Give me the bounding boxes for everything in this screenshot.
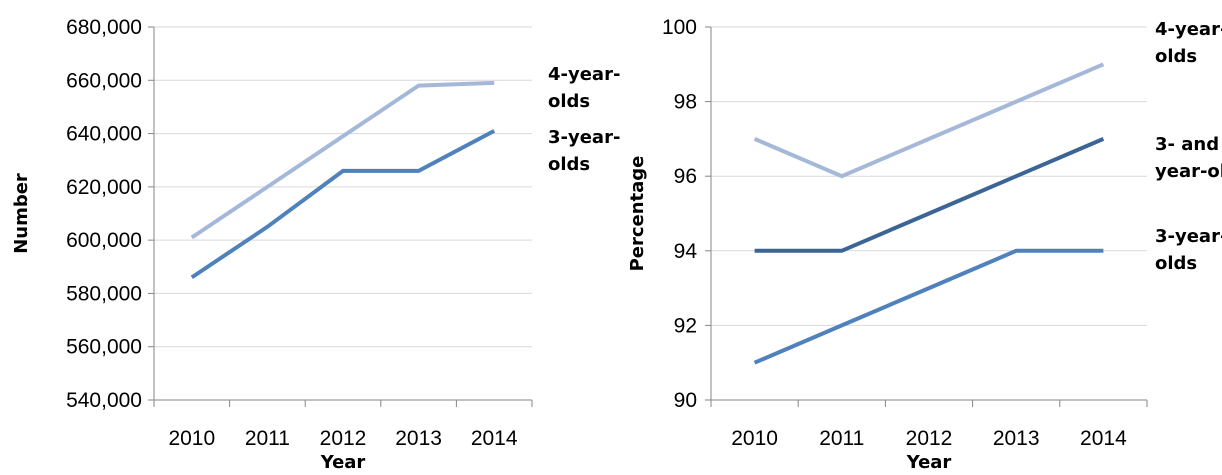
percentage-x-tick-label: 2013 xyxy=(993,427,1040,450)
percentage-y-tick-label: 92 xyxy=(674,314,697,337)
number-series-label: olds xyxy=(548,91,590,112)
number-series-label: 3-year- xyxy=(548,127,620,148)
number-series-line-4-year-olds xyxy=(190,80,495,240)
number-y-tick-label: 640,000 xyxy=(66,123,142,146)
percentage-y-tick-label: 100 xyxy=(662,16,697,39)
percentage-series-label: year-olds xyxy=(1155,161,1222,182)
percentage-series-line-3-year-olds xyxy=(753,248,1104,365)
number-series-label: olds xyxy=(548,154,590,175)
number-x-tick-label: 2011 xyxy=(245,427,290,450)
percentage-x-axis-title: Year xyxy=(906,452,952,473)
percentage-x-tick-label: 2014 xyxy=(1080,427,1127,450)
number-x-tick-label: 2012 xyxy=(320,427,367,450)
number-x-tick-label: 2010 xyxy=(168,427,215,450)
percentage-series-label: 3- and 4- xyxy=(1155,134,1222,155)
number-y-tick-label: 660,000 xyxy=(66,69,142,92)
percentage-series-label: 4-year- xyxy=(1155,19,1222,40)
percentage-series-label: olds xyxy=(1155,253,1197,274)
percentage-y-tick-label: 90 xyxy=(674,389,697,412)
number-series-label: 4-year- xyxy=(548,64,620,85)
percentage-series-line-3-and-4-year-olds xyxy=(754,137,1105,253)
percentage-x-tick-label: 2012 xyxy=(906,427,953,450)
percentage-series-label: olds xyxy=(1155,46,1197,67)
percentage-series-label: 3-year- xyxy=(1155,226,1222,247)
number-y-tick-label: 560,000 xyxy=(66,336,142,359)
number-y-tick-label: 600,000 xyxy=(66,229,142,252)
percentage-series-line-4-year-olds xyxy=(753,62,1105,179)
number-series-line-3-year-olds xyxy=(190,129,496,280)
percentage-x-tick-label: 2011 xyxy=(819,427,864,450)
percentage-x-tick-label: 2010 xyxy=(731,427,778,450)
percentage-y-axis-title: Percentage xyxy=(627,156,648,272)
percentage-y-tick-label: 96 xyxy=(674,165,697,188)
number-y-tick-label: 580,000 xyxy=(66,282,142,305)
number-x-tick-label: 2014 xyxy=(471,427,518,450)
number-y-tick-label: 540,000 xyxy=(66,389,142,412)
number-x-tick-label: 2013 xyxy=(395,427,442,450)
percentage-y-tick-label: 94 xyxy=(674,240,698,263)
percentage-y-tick-label: 98 xyxy=(674,91,697,114)
number-y-axis-title: Number xyxy=(11,173,32,254)
number-y-tick-label: 680,000 xyxy=(66,16,142,39)
number-x-axis-title: Year xyxy=(320,452,366,473)
number-y-tick-label: 620,000 xyxy=(66,176,142,199)
